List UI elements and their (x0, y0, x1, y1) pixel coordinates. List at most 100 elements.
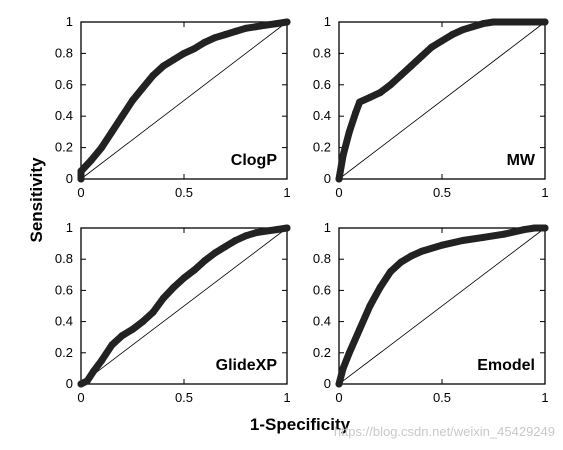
roc-point (77, 167, 85, 175)
roc-point (387, 81, 394, 89)
x-tick-label: 1 (283, 185, 290, 200)
y-tick-label: 0.4 (313, 314, 331, 329)
roc-point (108, 128, 116, 136)
roc-point (490, 18, 497, 26)
roc-point (438, 241, 446, 249)
roc-panel-clogp: 0 0.2 0.4 0.6 0.8 1 0 0.5 1 ClogP (55, 14, 291, 200)
roc-point (252, 229, 260, 237)
y-tick-label: 0 (66, 171, 73, 186)
roc-point (520, 18, 528, 26)
roc-point (397, 258, 405, 266)
roc-point (459, 26, 467, 34)
y-tick-label: 0.4 (313, 108, 331, 123)
roc-point (428, 43, 436, 51)
x-tick-label: 0.5 (433, 390, 451, 405)
y-tick-label: 0 (324, 171, 331, 186)
roc-point (417, 247, 425, 255)
roc-point (448, 31, 456, 39)
roc-point (335, 380, 343, 388)
x-tick-label: 1 (541, 390, 548, 405)
y-tick-label: 1 (66, 14, 73, 29)
roc-point (87, 156, 95, 164)
roc-point (366, 93, 374, 101)
roc-point (242, 24, 250, 32)
y-tick-label: 1 (324, 220, 331, 235)
roc-point (459, 236, 467, 244)
roc-point (335, 175, 343, 183)
x-tick-label: 0.5 (175, 185, 193, 200)
roc-point (232, 236, 239, 244)
roc-curve-line (77, 18, 291, 183)
panel-label: MW (507, 152, 536, 169)
roc-point (159, 294, 167, 302)
x-tick-label: 0 (335, 185, 342, 200)
y-tick-label: 0.8 (313, 45, 331, 60)
roc-point (180, 49, 188, 57)
roc-point (500, 230, 508, 238)
roc-point (89, 368, 97, 376)
roc-point (201, 38, 209, 46)
roc-point (366, 302, 374, 310)
roc-point (531, 224, 539, 232)
roc-point (129, 325, 136, 333)
roc-point (283, 224, 291, 232)
x-tick-label: 1 (541, 185, 548, 200)
y-tick-label: 0.2 (55, 345, 73, 360)
y-tick-label: 1 (324, 14, 331, 29)
roc-point (201, 257, 209, 265)
x-tick-label: 0 (77, 185, 84, 200)
panel-label: Emodel (477, 357, 535, 374)
y-tick-label: 0.6 (313, 77, 331, 92)
roc-point (118, 112, 126, 120)
x-tick-label: 0.5 (433, 185, 451, 200)
roc-point (170, 56, 178, 64)
y-tick-label: 0.4 (55, 314, 73, 329)
y-axis-title: Sensitivity (27, 157, 46, 243)
y-tick-label: 1 (66, 220, 73, 235)
y-tick-label: 0.4 (55, 108, 73, 123)
diagonal-reference-line (338, 21, 546, 180)
roc-panel-emodel: 0 0.2 0.4 0.6 0.8 1 0 0.5 1 Emodel (313, 220, 549, 405)
roc-point (180, 274, 188, 282)
roc-point (139, 318, 147, 326)
roc-point (211, 34, 219, 42)
y-tick-label: 0 (324, 376, 331, 391)
roc-point (273, 20, 281, 28)
roc-point (541, 224, 549, 232)
x-tick-label: 0 (77, 390, 84, 405)
roc-point (77, 380, 85, 388)
roc-point (139, 84, 147, 92)
roc-point (397, 71, 405, 79)
roc-point (417, 53, 425, 61)
roc-curve-line (77, 224, 291, 388)
roc-point (77, 175, 85, 183)
roc-point (520, 226, 528, 234)
x-tick-label: 1 (283, 390, 290, 405)
roc-point (356, 98, 364, 106)
roc-point (252, 23, 260, 31)
roc-point (221, 31, 229, 39)
diagonal-reference-line (80, 227, 288, 385)
y-tick-label: 0.6 (55, 282, 73, 297)
roc-point (345, 349, 353, 357)
roc-point (541, 18, 549, 26)
y-tick-label: 0.8 (55, 45, 73, 60)
roc-point (190, 266, 198, 274)
roc-point (376, 89, 384, 97)
x-tick-label: 0 (335, 390, 342, 405)
y-tick-label: 0.2 (313, 345, 331, 360)
y-tick-label: 0 (66, 376, 73, 391)
y-tick-label: 0.6 (313, 282, 331, 297)
roc-point (83, 377, 91, 385)
roc-point (479, 233, 487, 241)
roc-point (339, 151, 347, 159)
roc-point (407, 62, 415, 70)
roc-point (438, 37, 446, 45)
roc-point (170, 283, 178, 291)
roc-point (108, 341, 116, 349)
roc-point (242, 232, 250, 240)
roc-point (98, 357, 106, 365)
roc-point (149, 308, 157, 316)
roc-point (479, 20, 487, 28)
panel-label: ClogP (231, 152, 278, 169)
